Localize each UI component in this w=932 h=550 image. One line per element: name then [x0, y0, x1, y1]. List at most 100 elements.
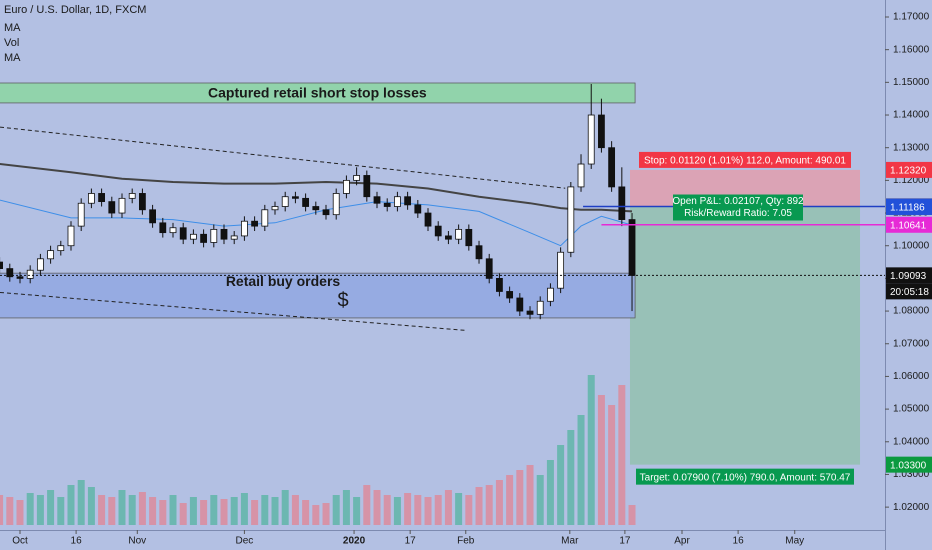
candle-body [485, 258, 493, 279]
y-tick-label: 1.13000 [893, 142, 930, 153]
volume-bar [567, 430, 575, 525]
x-tick-label: Mar [561, 536, 579, 547]
volume-bar [526, 465, 534, 525]
chart-title: Euro / U.S. Dollar, 1D, FXCM [4, 4, 146, 16]
y-tick-label: 1.02000 [893, 502, 930, 513]
candle-body [577, 163, 585, 188]
volume-bar [169, 495, 177, 525]
candle-body [220, 228, 228, 240]
volume-bar [220, 499, 228, 525]
candle-body [332, 193, 340, 216]
candle-body [87, 193, 95, 204]
indicator-label: MA [4, 22, 21, 34]
candle-body [445, 235, 452, 240]
y-tick-label: 1.10000 [893, 240, 930, 251]
candle-body [567, 186, 575, 253]
candle-body [424, 212, 432, 227]
candle-body [404, 196, 412, 206]
price-tag-label: 1.11186 [890, 203, 925, 214]
candle-body [149, 209, 157, 224]
candle-body [159, 222, 167, 234]
candle-body [394, 196, 401, 207]
candle-body [547, 287, 554, 302]
rr-label: Risk/Reward Ratio: 7.05 [684, 208, 792, 219]
pnl-box [673, 194, 803, 221]
price-tag-label: 1.09093 [890, 271, 927, 282]
volume-bar [587, 375, 595, 525]
candle-body [608, 147, 616, 188]
volume-bar [26, 493, 34, 525]
y-tick-label: 1.07000 [893, 338, 930, 349]
volume-bar [67, 485, 75, 525]
trend-line [0, 291, 466, 331]
volume-bar [618, 385, 626, 525]
volume-bar [302, 500, 310, 525]
volume-bar [373, 490, 381, 525]
candle-body [67, 225, 75, 247]
y-tick-label: 1.08000 [893, 306, 930, 317]
candle-body [281, 196, 289, 207]
candle-body [271, 206, 279, 211]
y-tick-label: 1.17000 [893, 12, 930, 23]
price-tag [886, 267, 932, 284]
x-tick-label: 16 [733, 536, 745, 547]
x-tick-label: 17 [619, 536, 631, 547]
volume-bar [363, 485, 371, 525]
candle-body [169, 227, 177, 234]
y-tick-label: 1.15000 [893, 77, 930, 88]
volume-bar [200, 500, 208, 525]
candle-body [261, 209, 269, 227]
volume-bar [465, 495, 473, 525]
y-tick-label: 1.04000 [893, 436, 930, 447]
candle-body [57, 245, 65, 252]
candle-body [0, 261, 3, 269]
volume-bar [210, 495, 218, 525]
volume-bar [322, 503, 330, 525]
candle-body [230, 235, 238, 240]
volume-bar [312, 505, 320, 525]
volume-bar [179, 503, 187, 525]
candle-body [6, 268, 14, 278]
candle-body [618, 186, 626, 220]
volume-bar [495, 480, 503, 525]
volume-bar [557, 445, 565, 525]
volume-bar [251, 500, 259, 525]
candle-body [598, 114, 605, 149]
volume-bar [261, 495, 269, 525]
price-tag [886, 216, 932, 233]
candle-body [414, 204, 422, 214]
volume-bar [608, 405, 616, 525]
y-tick-label: 1.16000 [893, 44, 930, 55]
candle-body [118, 197, 126, 214]
x-tick-label: Dec [236, 536, 254, 547]
volume-bar [118, 490, 126, 525]
volume-bar [597, 395, 605, 525]
x-tick-label: 2020 [343, 536, 366, 547]
candle-body [506, 291, 514, 299]
volume-bar [546, 460, 554, 525]
volume-bar [128, 495, 136, 525]
y-tick-label: 1.14000 [893, 110, 930, 121]
y-tick-label: 1.05000 [893, 404, 930, 415]
target-label-box [635, 468, 854, 485]
candle-body [16, 276, 24, 279]
target-zone [629, 206, 861, 465]
volume-bar [240, 493, 248, 525]
volume-bar [353, 497, 361, 525]
volume-bar [455, 493, 463, 525]
volume-bar [159, 500, 167, 525]
volume-bar [291, 495, 299, 525]
candle-body [251, 220, 259, 227]
pnl-label: Open P&L: 0.02107, Qty: 892 [672, 196, 804, 207]
candle-body [373, 196, 381, 204]
candle-body [108, 201, 116, 214]
countdown: 20:05:18 [890, 287, 929, 298]
candle-body [98, 193, 105, 203]
volume-bar [434, 495, 442, 525]
candle-body [312, 206, 320, 211]
x-tick-label: Apr [674, 536, 690, 547]
indicator-label: Vol [4, 37, 19, 49]
trend-line [0, 126, 566, 189]
volume-bar [16, 500, 24, 525]
